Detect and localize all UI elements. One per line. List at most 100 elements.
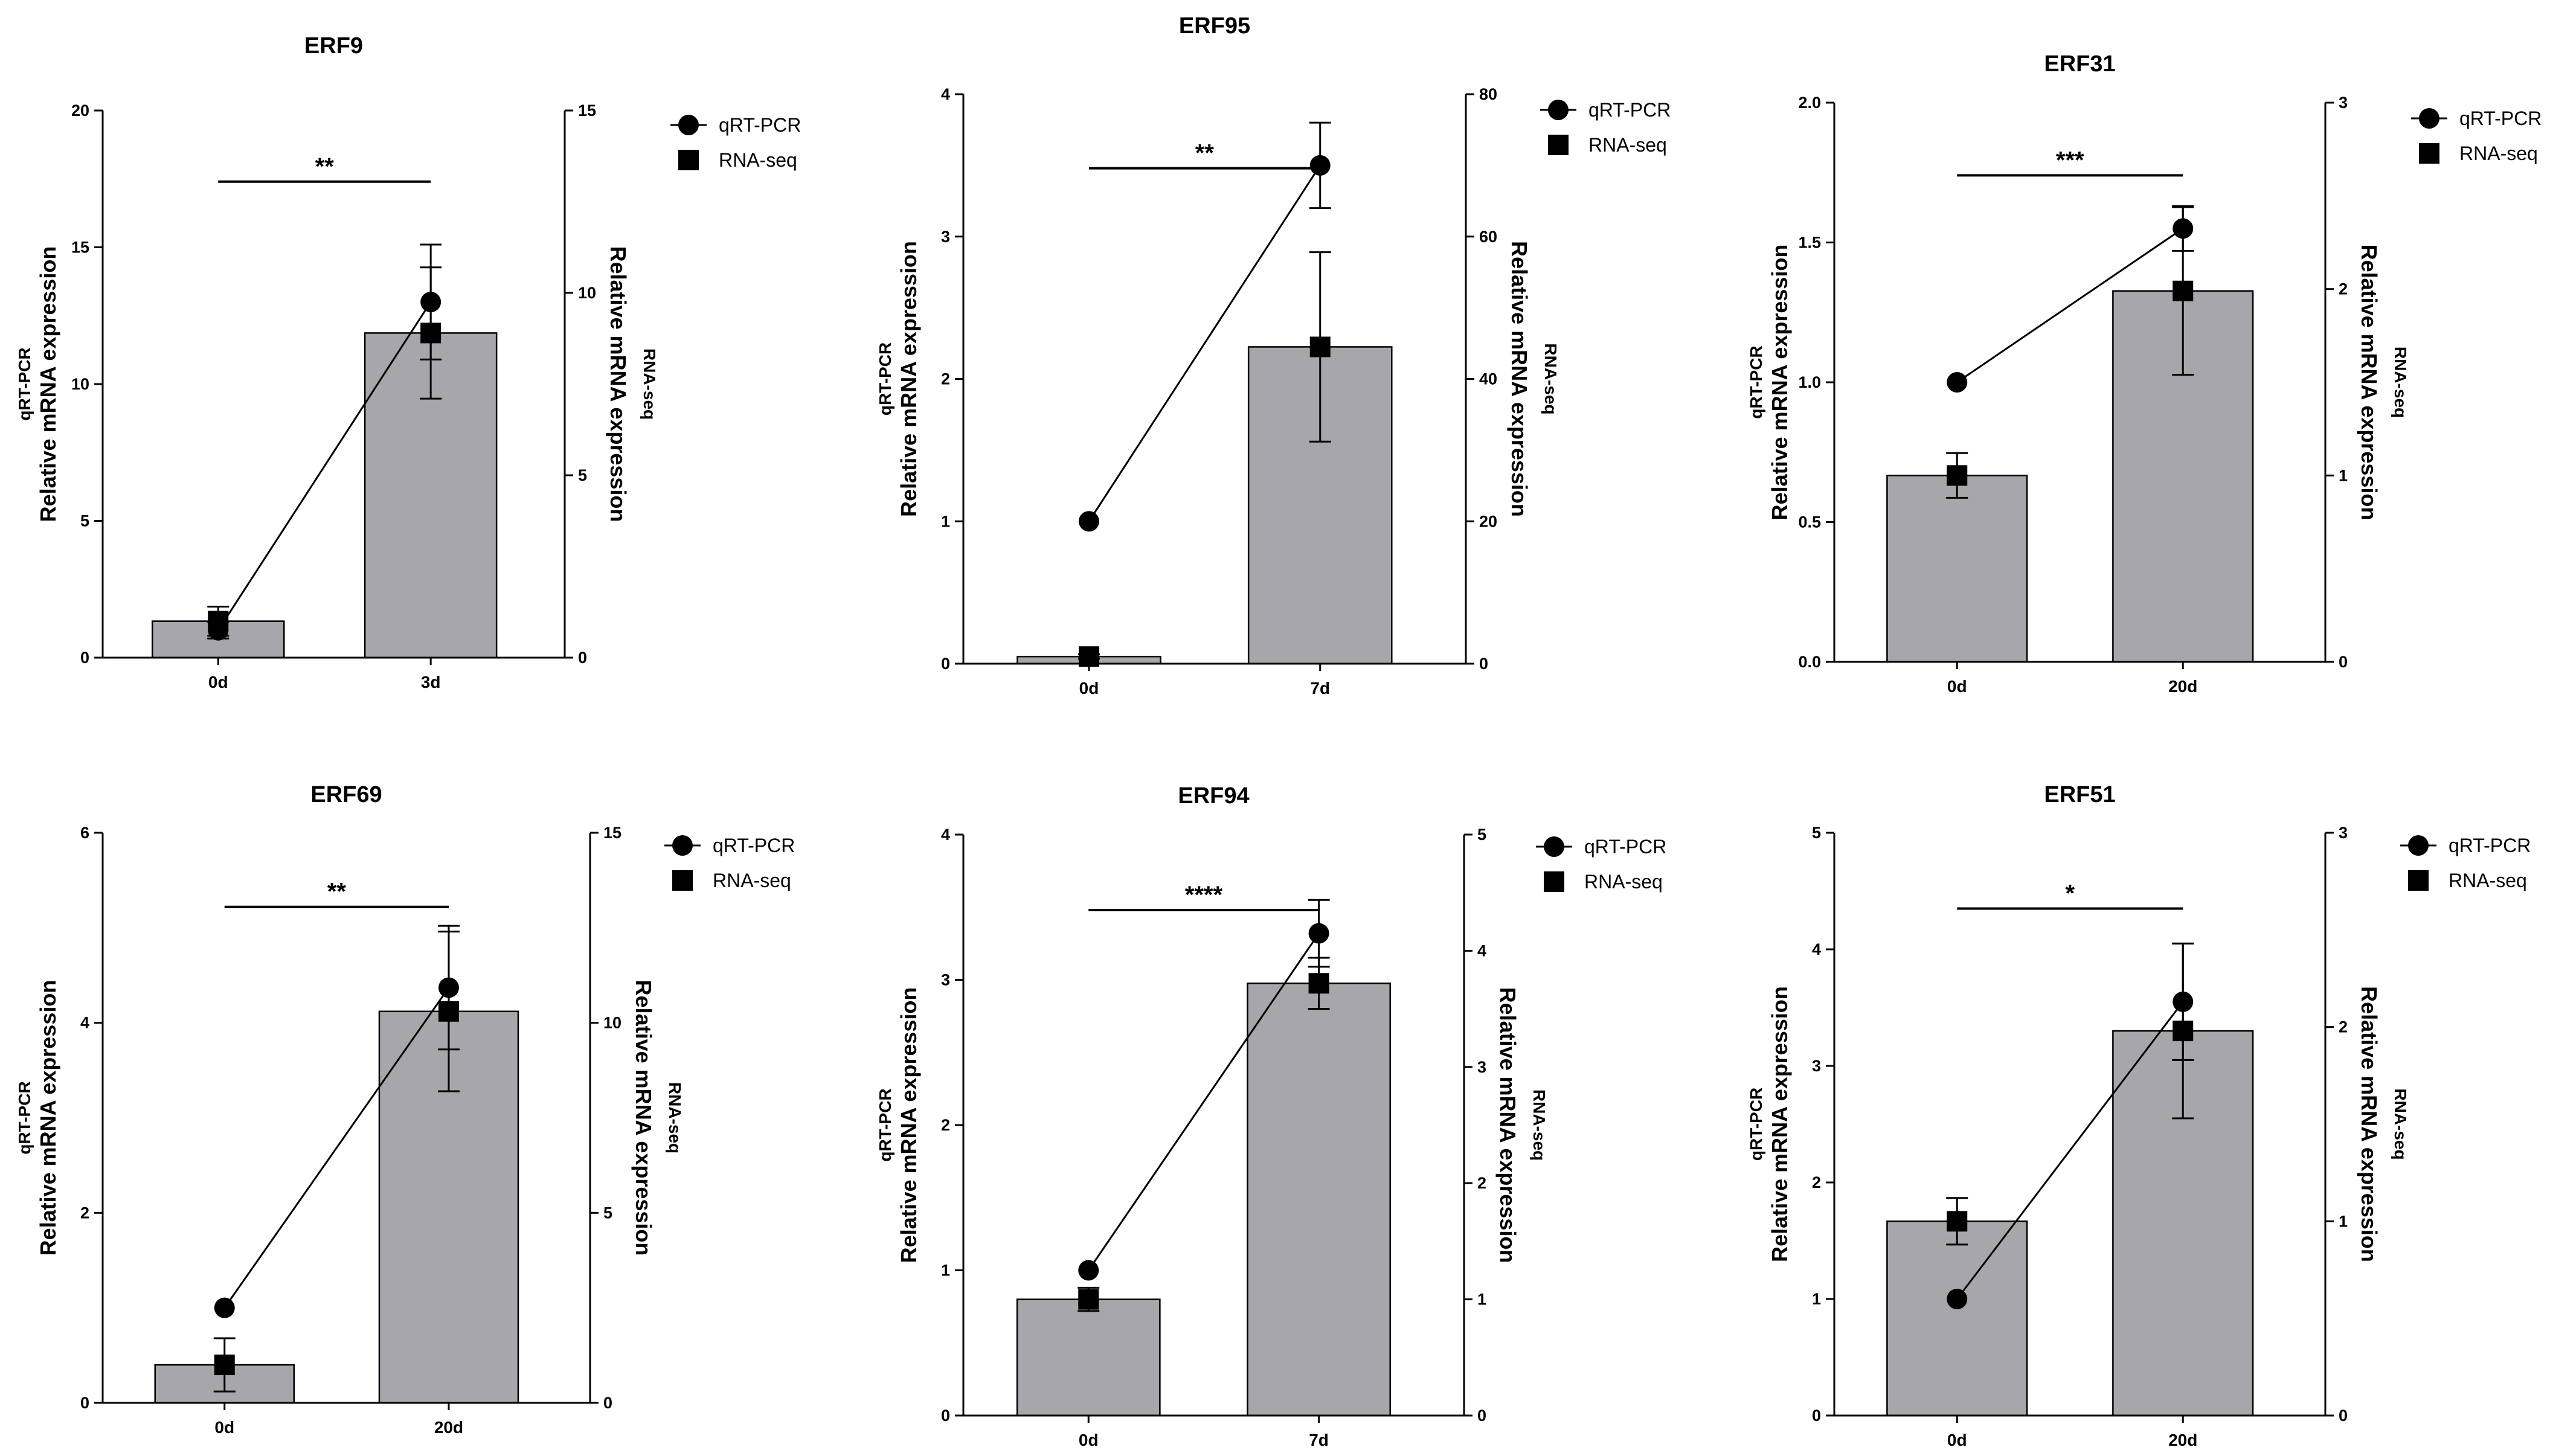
left-tick-label: 3 — [941, 971, 950, 989]
left-tick-label: 2 — [80, 1204, 89, 1222]
right-ylabel-line1: RNA-seq — [2391, 347, 2410, 418]
rna-seq-point — [1309, 336, 1331, 358]
legend-circle-marker — [672, 835, 693, 856]
x-category-label: 0d — [208, 673, 228, 691]
qrt-pcr-line — [217, 301, 432, 631]
right-ylabel-line2: Relative mRNA expression — [2357, 245, 2381, 521]
legend-square-marker — [2408, 870, 2429, 891]
left-tick-label: 0 — [941, 655, 950, 673]
left-ylabel-line1: qRT-PCR — [1747, 1088, 1765, 1161]
right-tick-label: 0 — [1477, 1406, 1486, 1425]
significance-label: * — [2065, 880, 2075, 906]
chart-title: ERF31 — [2044, 51, 2115, 77]
legend: qRT-PCR RNA-seq — [1540, 99, 1671, 156]
left-tick-label: 4 — [941, 826, 950, 844]
legend: qRT-PCR RNA-seq — [1536, 836, 1666, 893]
left-tick-label: 3 — [1812, 1057, 1821, 1075]
right-tick-label: 60 — [1479, 228, 1497, 246]
right-tick-label: 2 — [1477, 1174, 1486, 1192]
legend-label-rna-seq: RNA-seq — [1588, 134, 1667, 156]
right-tick-label: 0 — [1479, 655, 1488, 673]
qrt-pcr-point — [1308, 923, 1329, 944]
legend-label-qrt-pcr: qRT-PCR — [2459, 107, 2542, 129]
right-tick-label: 15 — [578, 101, 596, 120]
right-tick-label: 20 — [1479, 512, 1497, 530]
legend-square-marker — [1544, 871, 1564, 892]
qrt-pcr-point — [1947, 372, 1968, 393]
left-tick-label: 5 — [1812, 824, 1821, 842]
right-ylabel-line1: RNA-seq — [1530, 1089, 1549, 1161]
left-tick-label: 0 — [1812, 1406, 1821, 1425]
left-tick-label: 1 — [941, 1262, 950, 1280]
right-tick-label: 2 — [2339, 1018, 2348, 1036]
right-ylabel-line2: Relative mRNA expression — [2357, 986, 2381, 1262]
x-category-label: 3d — [421, 673, 441, 691]
legend: qRT-PCR RNA-seq — [2400, 835, 2531, 891]
chart-title: ERF9 — [304, 33, 363, 59]
left-tick-label: 0 — [80, 1394, 89, 1412]
rna-seq-point — [1947, 1211, 1968, 1232]
right-tick-label: 0 — [2339, 653, 2348, 671]
right-tick-label: 0 — [603, 1394, 612, 1412]
right-tick-label: 80 — [1479, 85, 1497, 103]
x-category-label: 7d — [1310, 679, 1330, 698]
legend-label-rna-seq: RNA-seq — [2449, 870, 2527, 891]
qrt-pcr-point — [1079, 511, 1099, 532]
right-tick-label: 15 — [603, 824, 621, 842]
qrt-pcr-point — [1947, 1289, 1968, 1309]
right-ylabel-line1: RNA-seq — [666, 1082, 684, 1153]
x-category-label: 7d — [1309, 1431, 1329, 1449]
qrt-pcr-point — [420, 292, 442, 313]
legend-square-marker — [1548, 135, 1569, 155]
legend-circle-marker — [1548, 100, 1569, 120]
x-category-label: 0d — [214, 1418, 234, 1437]
right-ylabel-line2: Relative mRNA expression — [1495, 987, 1520, 1263]
qrt-pcr-point — [2173, 991, 2194, 1012]
left-tick-label: 0 — [941, 1406, 950, 1425]
chart-title: ERF69 — [310, 782, 382, 807]
significance-label: ** — [315, 153, 335, 180]
rna-seq-point — [214, 1355, 235, 1376]
qrt-pcr-line — [1956, 1001, 2184, 1300]
x-category-label: 20d — [2168, 1431, 2197, 1449]
qrt-pcr-point — [438, 977, 459, 998]
right-tick-label: 5 — [1477, 826, 1486, 844]
right-ylabel-line1: RNA-seq — [640, 348, 659, 420]
right-ylabel-line2: Relative mRNA expression — [1507, 241, 1532, 517]
rna-seq-point — [1308, 973, 1329, 994]
right-ylabel-line2: Relative mRNA expression — [631, 980, 656, 1256]
legend: qRT-PCR RNA-seq — [2411, 107, 2542, 164]
qrt-pcr-line — [223, 987, 450, 1309]
chart-title: ERF94 — [1178, 783, 1249, 809]
legend-label-rna-seq: RNA-seq — [2459, 143, 2538, 164]
legend-label-qrt-pcr: qRT-PCR — [1588, 99, 1671, 121]
left-ylabel-line1: qRT-PCR — [15, 1081, 34, 1154]
left-tick-label: 3 — [941, 228, 950, 246]
left-tick-label: 2 — [941, 1116, 950, 1134]
left-ylabel-line2: Relative mRNA expression — [896, 241, 921, 517]
right-tick-label: 1 — [1477, 1291, 1486, 1309]
qrt-pcr-point — [2173, 218, 2194, 239]
right-tick-label: 1 — [2339, 1212, 2348, 1230]
significance-label: ** — [327, 879, 347, 905]
significance-label: *** — [2056, 147, 2084, 173]
left-tick-label: 4 — [941, 85, 950, 103]
left-tick-label: 4 — [80, 1014, 89, 1032]
right-tick-label: 1 — [2339, 466, 2348, 484]
right-tick-label: 5 — [578, 466, 587, 484]
left-tick-label: 15 — [71, 239, 89, 257]
left-tick-label: 10 — [71, 375, 89, 393]
right-tick-label: 0 — [2339, 1406, 2348, 1425]
legend-circle-marker — [1544, 836, 1564, 857]
legend-label-qrt-pcr: qRT-PCR — [719, 114, 801, 136]
legend-label-qrt-pcr: qRT-PCR — [2449, 835, 2531, 856]
right-tick-label: 0 — [578, 649, 587, 667]
left-ylabel-line2: Relative mRNA expression — [1767, 986, 1792, 1262]
left-tick-label: 1 — [941, 512, 950, 530]
x-category-label: 0d — [1079, 679, 1099, 698]
rna-seq-bar — [1016, 1298, 1161, 1417]
